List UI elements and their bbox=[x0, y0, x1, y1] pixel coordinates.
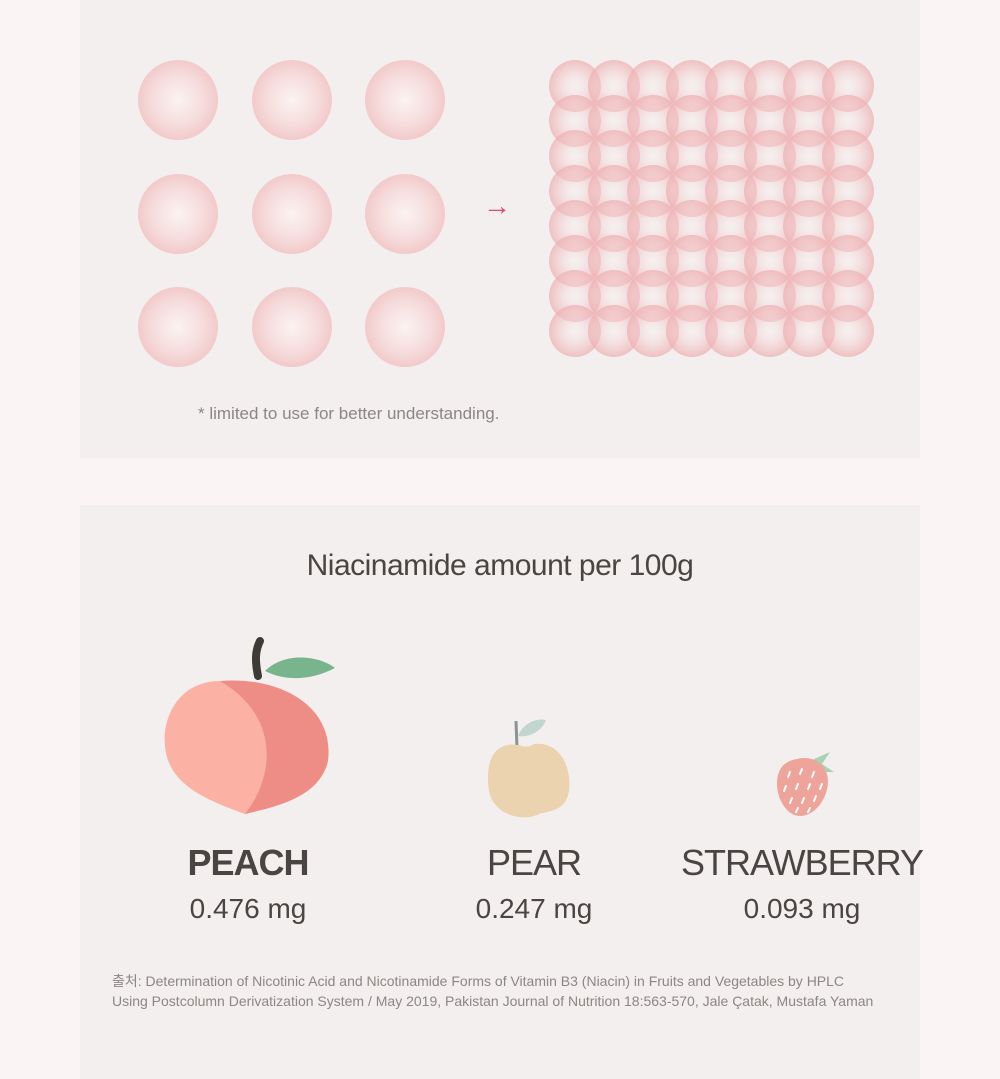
illustration-note: * limited to use for better understandin… bbox=[198, 404, 500, 423]
lattice-ball bbox=[549, 305, 601, 357]
lattice-ball bbox=[627, 305, 679, 357]
molecule-ball bbox=[138, 60, 218, 140]
section-title: Niacinamide amount per 100g bbox=[306, 549, 694, 582]
pear-icon bbox=[487, 719, 570, 818]
molecule-ball bbox=[365, 60, 445, 140]
lattice-ball bbox=[822, 305, 874, 357]
molecule-ball bbox=[138, 287, 218, 367]
source-line-2: Using Postcolumn Derivatization System /… bbox=[112, 993, 874, 1009]
molecule-ball bbox=[365, 287, 445, 367]
fruit-name-pear: PEAR bbox=[486, 842, 582, 883]
peach-icon bbox=[164, 637, 335, 814]
strawberry-icon bbox=[777, 746, 834, 816]
source-citation: 출처: Determination of Nicotinic Acid and … bbox=[112, 971, 912, 1011]
molecule-ball bbox=[252, 174, 332, 254]
fruit-name-strawberry: STRAWBERRY bbox=[680, 842, 924, 883]
lattice-ball bbox=[705, 305, 757, 357]
right-arrow-icon: → bbox=[483, 190, 511, 221]
source-line-1: 출처: Determination of Nicotinic Acid and … bbox=[112, 973, 845, 989]
molecule-ball bbox=[252, 287, 332, 367]
molecule-ball bbox=[138, 174, 218, 254]
molecule-ball bbox=[252, 60, 332, 140]
lattice-ball bbox=[783, 305, 835, 357]
fruit-amount-strawberry: 0.093 mg bbox=[743, 893, 861, 924]
linked-molecule-lattice bbox=[549, 60, 874, 357]
lattice-ball bbox=[744, 305, 796, 357]
fruit-amount-peach: 0.476 mg bbox=[189, 893, 307, 924]
lattice-ball bbox=[588, 305, 640, 357]
fruit-name-peach: PEACH bbox=[187, 842, 309, 883]
lattice-ball bbox=[666, 305, 718, 357]
molecule-ball bbox=[365, 174, 445, 254]
fruit-amount-pear: 0.247 mg bbox=[475, 893, 593, 924]
